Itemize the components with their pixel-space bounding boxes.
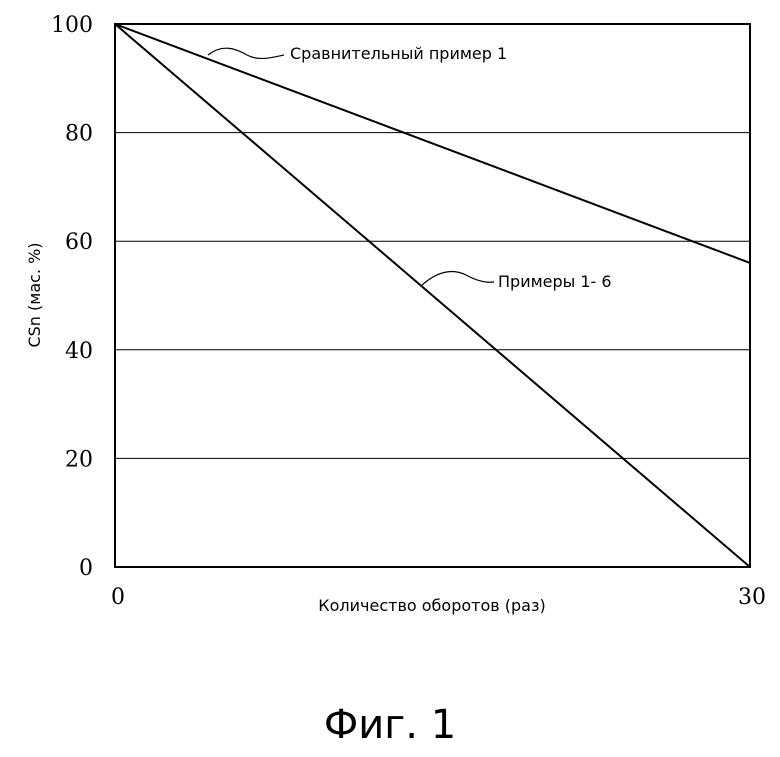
y-tick-label-80: 80 — [65, 122, 93, 147]
y-tick-label-20: 20 — [65, 447, 93, 472]
figure-caption: Фиг. 1 — [323, 702, 457, 748]
y-tick-labels: 0 20 40 60 80 100 — [51, 13, 93, 581]
x-tick-label-0: 0 — [111, 585, 125, 610]
annotation-comparative: Сравнительный пример 1 — [207, 44, 507, 63]
y-tick-label-0: 0 — [79, 556, 93, 581]
x-axis-label: Количество оборотов (раз) — [318, 596, 545, 615]
series-line-examples-1-6 — [114, 23, 751, 568]
y-tick-label-40: 40 — [65, 339, 93, 364]
series-lines — [114, 23, 751, 568]
chart: 0 20 40 60 80 100 0 30 Количество оборотов (ра… — [25, 13, 766, 615]
legend-label-examples: Примеры 1- 6 — [498, 272, 612, 291]
plot-frame — [114, 23, 751, 568]
annotation-examples: Примеры 1- 6 — [421, 271, 612, 291]
leader-line-examples — [421, 271, 495, 286]
y-tick-label-100: 100 — [51, 13, 93, 38]
grid-lines — [115, 132, 750, 459]
x-tick-label-30: 30 — [738, 585, 766, 610]
y-axis-label: CSn (мас. %) — [25, 242, 44, 347]
legend-label-comparative: Сравнительный пример 1 — [290, 44, 507, 63]
leader-line-comparative — [207, 47, 285, 60]
x-tick-labels: 0 30 — [111, 585, 766, 610]
y-tick-label-60: 60 — [65, 230, 93, 255]
series-line-comparative-example-1 — [114, 23, 751, 264]
